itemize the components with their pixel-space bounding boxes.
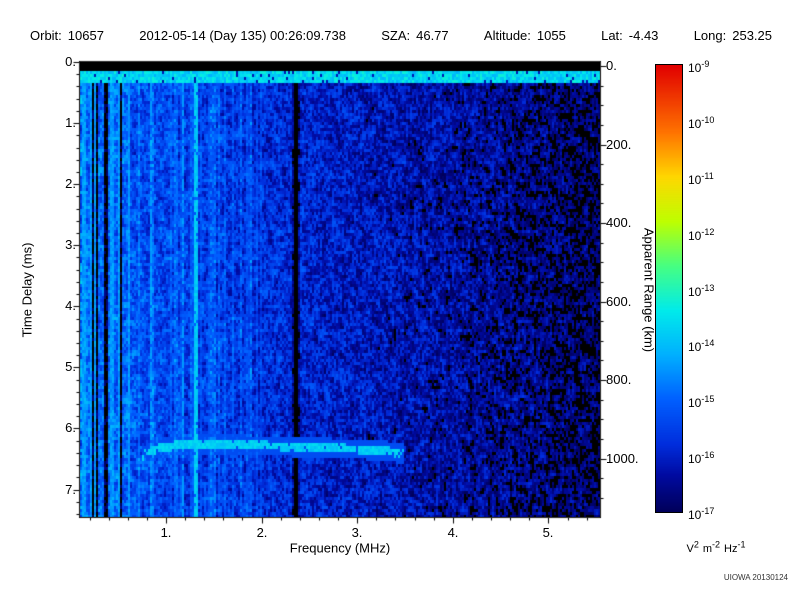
y-tick-km-1000: 1000.: [606, 451, 639, 466]
header-item-lat: Lat: -4.43: [601, 28, 658, 43]
colorbar-tick-label--11: 10-11: [688, 171, 714, 187]
x-tick-4: 4.: [447, 525, 459, 540]
colorbar-tick-label--13: 10-13: [688, 283, 715, 299]
y-tick-ms-0: 0.: [65, 54, 76, 69]
header-value-orbit: 10657: [67, 28, 104, 43]
y-tick-km-200: 200.: [606, 137, 632, 152]
header-item-sza: SZA: 46.77: [381, 28, 448, 43]
y-tick-ms-4: 4.: [65, 298, 76, 313]
y-tick-ms-1: 1.: [65, 115, 76, 130]
y-tick-ms-6: 6.: [65, 420, 76, 435]
colorbar-tick-label--17: 10-17: [688, 506, 715, 522]
header-label-altitude: Altitude:: [483, 28, 531, 43]
header-label-lat: Lat:: [601, 28, 623, 43]
header-item-orbit: Orbit: 10657: [30, 28, 104, 43]
x-axis-label-frequency: Frequency (MHz): [289, 540, 391, 556]
x-tick-2: 2.: [256, 525, 268, 540]
unit-part-Hz: Hz-1: [724, 539, 746, 555]
y-tick-km-0: 0.: [606, 58, 617, 73]
header-item-altitude: Altitude: 1055: [484, 28, 566, 43]
spectrogram-canvas: [80, 62, 600, 517]
header-label-sza: SZA:: [381, 28, 411, 43]
header-value-lat: -4.43: [628, 28, 659, 43]
y-tick-ms-7: 7.: [65, 482, 76, 497]
y-tick-ms-3: 3.: [65, 237, 76, 252]
colorbar-tick-label--15: 10-15: [688, 394, 715, 410]
status-header: Orbit: 10657 2012-05-14 (Day 135) 00:26:09…: [30, 28, 772, 43]
x-tick-5: 5.: [542, 525, 554, 540]
x-tick-3: 3.: [351, 525, 363, 540]
colorbar-canvas: [655, 64, 683, 513]
credit-text: UIOWA 20130124: [723, 573, 788, 582]
header-value-datetime: 2012-05-14 (Day 135) 00:26:09.738: [139, 28, 346, 43]
header-value-sza: 46.77: [416, 28, 449, 43]
colorbar-tick-label--14: 10-14: [688, 338, 715, 354]
unit-part-m: m-2: [702, 539, 721, 555]
header-value-long: 253.25: [732, 28, 772, 43]
y-tick-ms-2: 2.: [65, 176, 76, 191]
header-label-orbit: Orbit:: [30, 28, 62, 43]
colorbar-tick-label--16: 10-16: [688, 450, 715, 466]
x-tick-1: 1.: [160, 525, 172, 540]
unit-part-V: V2: [686, 539, 699, 555]
colorbar-unit-label: V2 m-2 Hz-1: [676, 539, 756, 555]
header-label-long: Long:: [693, 28, 727, 43]
header-item-datetime: 2012-05-14 (Day 135) 00:26:09.738: [139, 28, 346, 43]
y-axis-label-time-delay: Time Delay (ms): [19, 242, 35, 338]
colorbar-tick-label--10: 10-10: [688, 115, 715, 131]
header-item-long: Long: 253.25: [694, 28, 772, 43]
y-tick-km-400: 400.: [606, 215, 632, 230]
y-tick-ms-5: 5.: [65, 359, 76, 374]
colorbar-tick-label--12: 10-12: [688, 227, 715, 243]
y-tick-km-600: 600.: [606, 294, 632, 309]
colorbar-tick-label--9: 10-9: [688, 59, 710, 75]
y-tick-km-800: 800.: [606, 372, 632, 387]
header-value-altitude: 1055: [536, 28, 566, 43]
y-axis-label-apparent-range: Apparent Range (km): [641, 227, 657, 353]
